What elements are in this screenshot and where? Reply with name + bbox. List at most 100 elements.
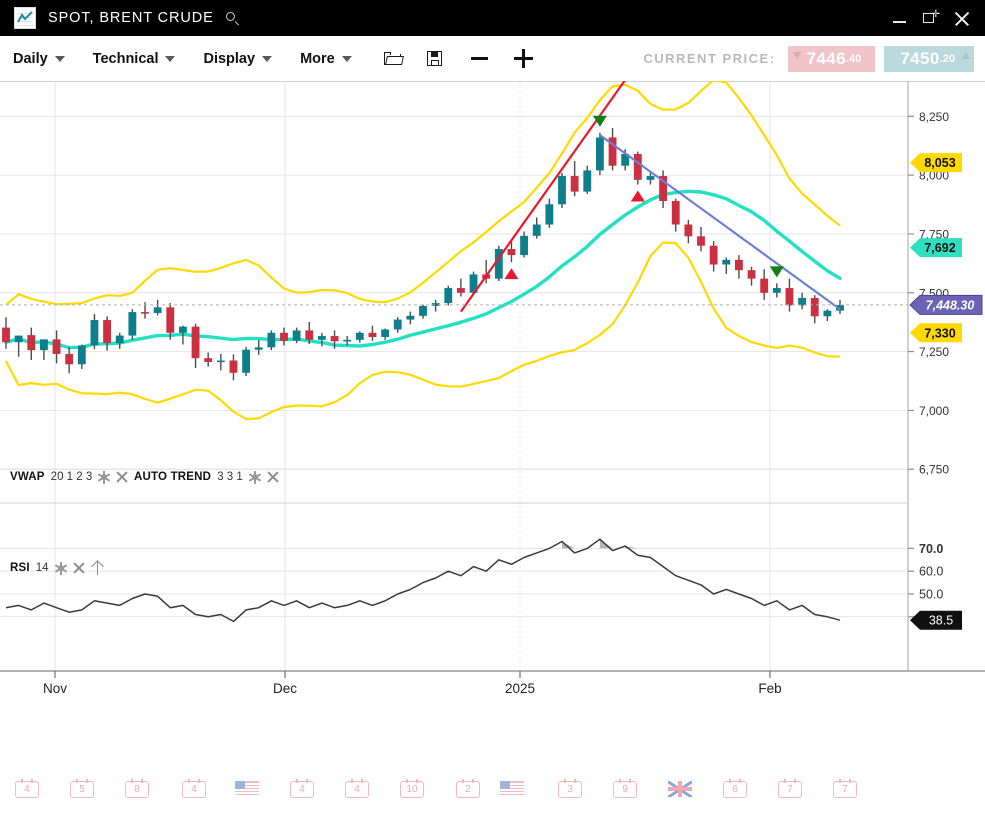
- chevron-down-icon: [54, 55, 65, 62]
- ask-price-whole: 7450: [900, 48, 940, 68]
- restore-icon[interactable]: ✛: [923, 10, 940, 26]
- bid-price-box[interactable]: 7446 .40: [787, 45, 876, 72]
- window-title: SPOT, BRENT CRUDE: [48, 10, 214, 26]
- chart-area[interactable]: 8,250 8,000 7,750 7,500 7,250 7,000 6,750 8,053…: [0, 81, 985, 798]
- svg-text:7,000: 7,000: [919, 404, 949, 418]
- zoom-out-button[interactable]: [467, 36, 493, 81]
- event-calendar-value: 4: [354, 784, 360, 795]
- legend-rsi[interactable]: RSI 14: [10, 561, 104, 575]
- bid-price-whole: 7446: [806, 48, 846, 68]
- close-icon[interactable]: [73, 562, 85, 574]
- trading-chart-window: SPOT, BRENT CRUDE ✛ Daily Technical Disp…: [0, 0, 985, 732]
- calendar-icon: 5: [70, 779, 94, 798]
- event-calendar-value: 2: [465, 784, 471, 795]
- svg-text:7,448.30: 7,448.30: [926, 298, 975, 312]
- event-calendar-icon[interactable]: 4: [182, 779, 206, 798]
- event-calendar-icon[interactable]: 3: [558, 779, 582, 798]
- calendar-icon: 2: [456, 779, 480, 798]
- minimize-icon[interactable]: [892, 10, 908, 26]
- event-calendar-icon[interactable]: 8: [125, 779, 149, 798]
- save-icon: [427, 51, 443, 66]
- menu-display-label: Display: [203, 50, 256, 67]
- event-calendar-icon[interactable]: 4: [15, 779, 39, 798]
- calendar-icon: 4: [15, 779, 39, 798]
- event-calendar-icon[interactable]: 7: [833, 779, 857, 798]
- gear-icon[interactable]: [54, 561, 67, 575]
- svg-text:8,250: 8,250: [919, 110, 949, 124]
- event-flag-uk-icon[interactable]: [668, 781, 692, 798]
- title-bar: SPOT, BRENT CRUDE ✛: [0, 0, 985, 36]
- calendar-icon: 4: [182, 779, 206, 798]
- legend-vwap-params: 20 1 2 3: [50, 471, 93, 483]
- svg-text:70.0: 70.0: [919, 542, 943, 556]
- legend-vwap[interactable]: VWAP 20 1 2 3: [10, 470, 128, 484]
- arrow-up-icon: [962, 51, 970, 59]
- event-calendar-value: 6: [732, 784, 738, 795]
- ask-price-box[interactable]: 7450 .20: [884, 45, 974, 72]
- event-calendar-icon[interactable]: 4: [345, 779, 369, 798]
- calendar-icon: 7: [833, 779, 857, 798]
- close-icon[interactable]: [954, 10, 970, 26]
- arrow-down-icon: [792, 51, 801, 59]
- calendar-icon: 4: [290, 779, 314, 798]
- event-calendar-value: 5: [79, 784, 85, 795]
- open-folder-button[interactable]: [380, 36, 406, 81]
- legend-rsi-params: 14: [35, 562, 49, 574]
- legend-vwap-name: VWAP: [10, 471, 45, 483]
- chart-canvas[interactable]: 8,2508,0007,7507,5007,2507,0006,7508,053…: [0, 81, 985, 732]
- event-calendar-icon[interactable]: 9: [613, 779, 637, 798]
- window-controls: ✛: [892, 10, 970, 26]
- event-calendar-icon[interactable]: 7: [778, 779, 802, 798]
- save-button[interactable]: [422, 36, 448, 81]
- svg-text:Feb: Feb: [758, 681, 781, 696]
- legend-auto-trend-name: AUTO TREND: [134, 471, 212, 483]
- toolbar: Daily Technical Display More CURRENT PRI…: [0, 36, 985, 82]
- gear-icon[interactable]: [98, 470, 111, 484]
- menu-technical[interactable]: Technical: [79, 36, 190, 81]
- svg-text:6,750: 6,750: [919, 463, 949, 477]
- zoom-in-button[interactable]: [511, 36, 537, 81]
- svg-text:7,330: 7,330: [924, 326, 955, 340]
- calendar-icon: 9: [613, 779, 637, 798]
- svg-text:Dec: Dec: [273, 681, 297, 696]
- legend-rsi-name: RSI: [10, 562, 30, 574]
- svg-text:Nov: Nov: [43, 681, 67, 696]
- menu-daily[interactable]: Daily: [0, 36, 79, 81]
- flag-us-icon: [235, 781, 259, 797]
- svg-text:38.5: 38.5: [929, 614, 953, 628]
- event-calendar-value: 4: [191, 784, 197, 795]
- event-icons-row: 4 5 8 4 4 4 10 2 3 9 6 7 7: [0, 779, 985, 813]
- svg-text:7,750: 7,750: [919, 227, 949, 241]
- zoom-in-icon: [514, 49, 534, 68]
- event-calendar-value: 3: [567, 784, 573, 795]
- event-calendar-icon[interactable]: 5: [70, 779, 94, 798]
- event-calendar-icon[interactable]: 6: [723, 779, 747, 798]
- event-calendar-value: 4: [299, 784, 305, 795]
- event-calendar-icon[interactable]: 10: [400, 779, 424, 798]
- menu-display[interactable]: Display: [189, 36, 286, 81]
- flag-us-icon: [500, 781, 524, 797]
- menu-more-label: More: [300, 50, 335, 67]
- event-flag-us-icon[interactable]: [500, 781, 524, 798]
- search-icon[interactable]: [225, 11, 240, 26]
- event-calendar-value: 4: [24, 784, 30, 795]
- ask-price-frac: .20: [939, 52, 955, 65]
- event-flag-us-icon[interactable]: [235, 781, 259, 798]
- close-icon[interactable]: [267, 471, 279, 483]
- legend-auto-trend[interactable]: AUTO TREND 3 3 1: [134, 470, 279, 484]
- svg-text:50.0: 50.0: [919, 587, 943, 601]
- event-calendar-icon[interactable]: 4: [290, 779, 314, 798]
- chevron-down-icon: [165, 55, 176, 62]
- menu-daily-label: Daily: [13, 50, 48, 67]
- svg-text:8,053: 8,053: [924, 156, 955, 170]
- legend-auto-trend-params: 3 3 1: [217, 471, 243, 483]
- gear-icon[interactable]: [248, 470, 261, 484]
- chevron-down-icon: [262, 55, 273, 62]
- menu-more[interactable]: More: [286, 36, 366, 81]
- event-calendar-icon[interactable]: 2: [456, 779, 480, 798]
- up-arrow-icon[interactable]: [91, 561, 104, 575]
- chevron-down-icon: [341, 55, 352, 62]
- flag-uk-icon: [668, 781, 692, 797]
- calendar-icon: 10: [400, 779, 424, 798]
- close-icon[interactable]: [116, 471, 128, 483]
